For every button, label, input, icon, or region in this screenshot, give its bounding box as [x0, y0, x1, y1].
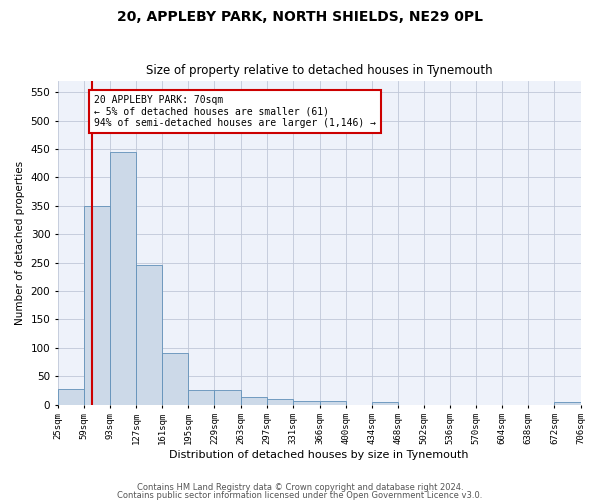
Text: 20, APPLEBY PARK, NORTH SHIELDS, NE29 0PL: 20, APPLEBY PARK, NORTH SHIELDS, NE29 0P… — [117, 10, 483, 24]
Bar — [320, 401, 346, 404]
Title: Size of property relative to detached houses in Tynemouth: Size of property relative to detached ho… — [146, 64, 493, 77]
Bar — [241, 396, 266, 404]
Bar — [266, 399, 293, 404]
X-axis label: Distribution of detached houses by size in Tynemouth: Distribution of detached houses by size … — [169, 450, 469, 460]
Bar — [188, 390, 214, 404]
Bar — [163, 354, 188, 405]
Text: 20 APPLEBY PARK: 70sqm
← 5% of detached houses are smaller (61)
94% of semi-deta: 20 APPLEBY PARK: 70sqm ← 5% of detached … — [94, 95, 376, 128]
Bar — [136, 266, 163, 404]
Bar — [214, 390, 241, 404]
Bar — [84, 206, 110, 404]
Bar — [554, 402, 581, 404]
Bar — [372, 402, 398, 404]
Y-axis label: Number of detached properties: Number of detached properties — [15, 160, 25, 325]
Text: Contains HM Land Registry data © Crown copyright and database right 2024.: Contains HM Land Registry data © Crown c… — [137, 483, 463, 492]
Text: Contains public sector information licensed under the Open Government Licence v3: Contains public sector information licen… — [118, 490, 482, 500]
Bar — [58, 389, 84, 404]
Bar — [293, 400, 320, 404]
Bar — [110, 152, 136, 405]
